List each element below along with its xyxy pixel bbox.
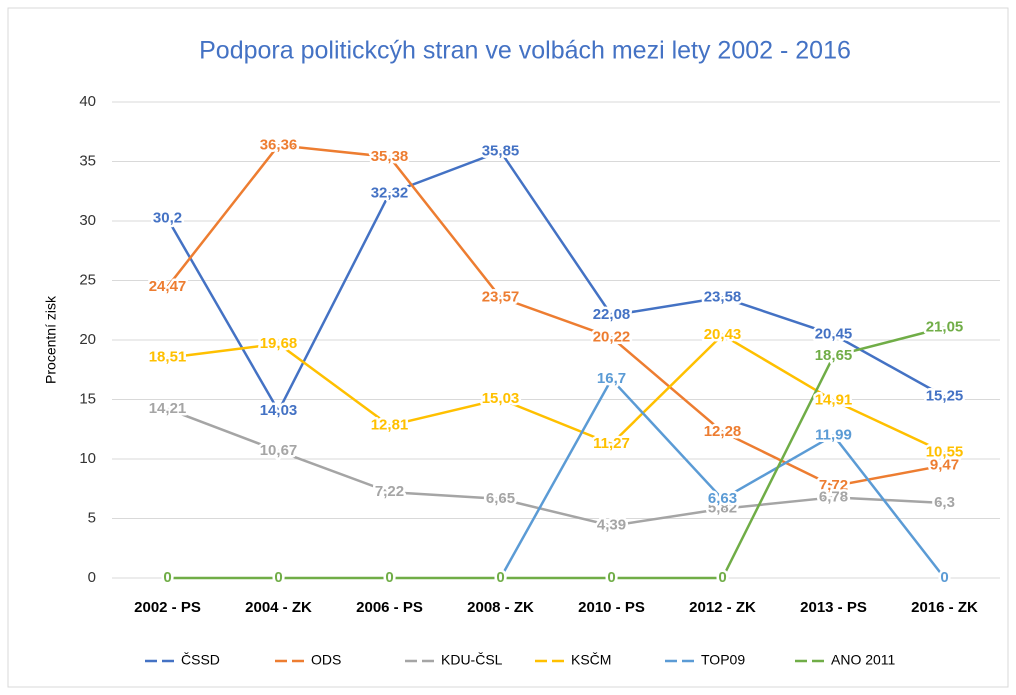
x-tick-label: 2002 - PS: [134, 599, 201, 616]
data-label: 14,03: [260, 402, 298, 419]
data-label: 6,65: [486, 490, 515, 507]
series-line: [499, 377, 946, 579]
y-tick-label: 20: [79, 331, 96, 348]
data-label: 6,78: [819, 488, 848, 505]
y-tick-label: 40: [79, 93, 96, 110]
data-label: 0: [385, 569, 393, 586]
data-label: 11,27: [593, 435, 630, 452]
legend-label: TOP09: [701, 652, 745, 668]
y-axis-label: Procentní zisk: [43, 295, 59, 384]
data-label: 14,91: [815, 392, 853, 409]
x-tick-label: 2016 - ZK: [911, 599, 978, 616]
series-line: [166, 144, 945, 488]
data-label: 20,22: [593, 328, 631, 345]
data-label: 10,67: [260, 442, 298, 459]
y-tick-label: 0: [88, 569, 96, 586]
data-label: 36,36: [260, 136, 298, 153]
data-label: 19,68: [260, 335, 298, 352]
data-label: 6,3: [934, 494, 955, 511]
y-tick-label: 15: [79, 390, 96, 407]
data-label: 0: [274, 569, 282, 586]
data-label: 14,21: [149, 400, 187, 417]
x-tick-label: 2013 - PS: [800, 599, 867, 616]
data-label: 12,28: [704, 423, 742, 440]
data-label: 0: [163, 569, 171, 586]
y-tick-label: 5: [88, 509, 96, 526]
legend-label: KSČM: [571, 652, 611, 668]
data-label: 24,47: [149, 278, 187, 295]
x-tick-label: 2004 - ZK: [245, 599, 312, 616]
data-label: 11,99: [815, 426, 852, 443]
data-label: 10,55: [926, 443, 964, 460]
x-tick-label: 2010 - PS: [578, 599, 645, 616]
data-label: 20,45: [815, 326, 853, 343]
data-label: 5,82: [708, 500, 737, 517]
y-tick-label: 30: [79, 212, 96, 229]
series-line: [167, 333, 946, 454]
series-line: [167, 326, 945, 580]
data-label: 16,7: [597, 370, 626, 387]
x-tick-label: 2006 - PS: [356, 599, 423, 616]
data-label: 15,03: [482, 390, 520, 407]
data-label: 18,65: [815, 347, 853, 364]
y-tick-label: 25: [79, 271, 96, 288]
data-label: 20,43: [704, 326, 742, 343]
data-label: 12,81: [371, 417, 409, 434]
data-label: 18,51: [149, 349, 187, 366]
x-tick-label: 2008 - ZK: [467, 599, 534, 616]
data-label: 21,05: [926, 318, 964, 335]
data-label: 0: [496, 569, 504, 586]
data-label: 32,32: [371, 184, 409, 201]
data-label: 0: [607, 569, 615, 586]
data-label: 23,58: [704, 288, 742, 305]
chart-title: Podpora politickcýh stran ve volbách mez…: [199, 37, 851, 65]
data-label: 0: [718, 569, 726, 586]
data-label: 4,39: [597, 517, 626, 534]
y-tick-label: 35: [79, 152, 96, 169]
data-label: 7,22: [375, 483, 404, 500]
legend-label: ODS: [311, 652, 341, 668]
legend-label: ANO 2011: [831, 652, 896, 668]
chart-frame: [7, 7, 1009, 688]
data-label: 0: [940, 569, 948, 586]
data-label: 35,38: [371, 148, 409, 165]
data-label: 0: [496, 569, 504, 586]
data-label: 35,85: [482, 142, 520, 159]
x-tick-label: 2012 - ZK: [689, 599, 756, 616]
series-line: [166, 149, 946, 414]
data-label: 23,57: [482, 288, 520, 305]
legend-label: ČSSD: [181, 652, 220, 668]
data-label: 9,47: [930, 456, 959, 473]
data-label: 6,63: [708, 490, 737, 507]
data-label: 15,25: [926, 387, 964, 404]
data-label: 22,08: [593, 306, 631, 323]
legend-label: KDU-ČSL: [441, 652, 503, 668]
data-label: 30,2: [153, 210, 182, 227]
series-line: [167, 407, 945, 528]
data-label: 7,72: [819, 477, 848, 494]
y-tick-label: 10: [79, 450, 96, 467]
